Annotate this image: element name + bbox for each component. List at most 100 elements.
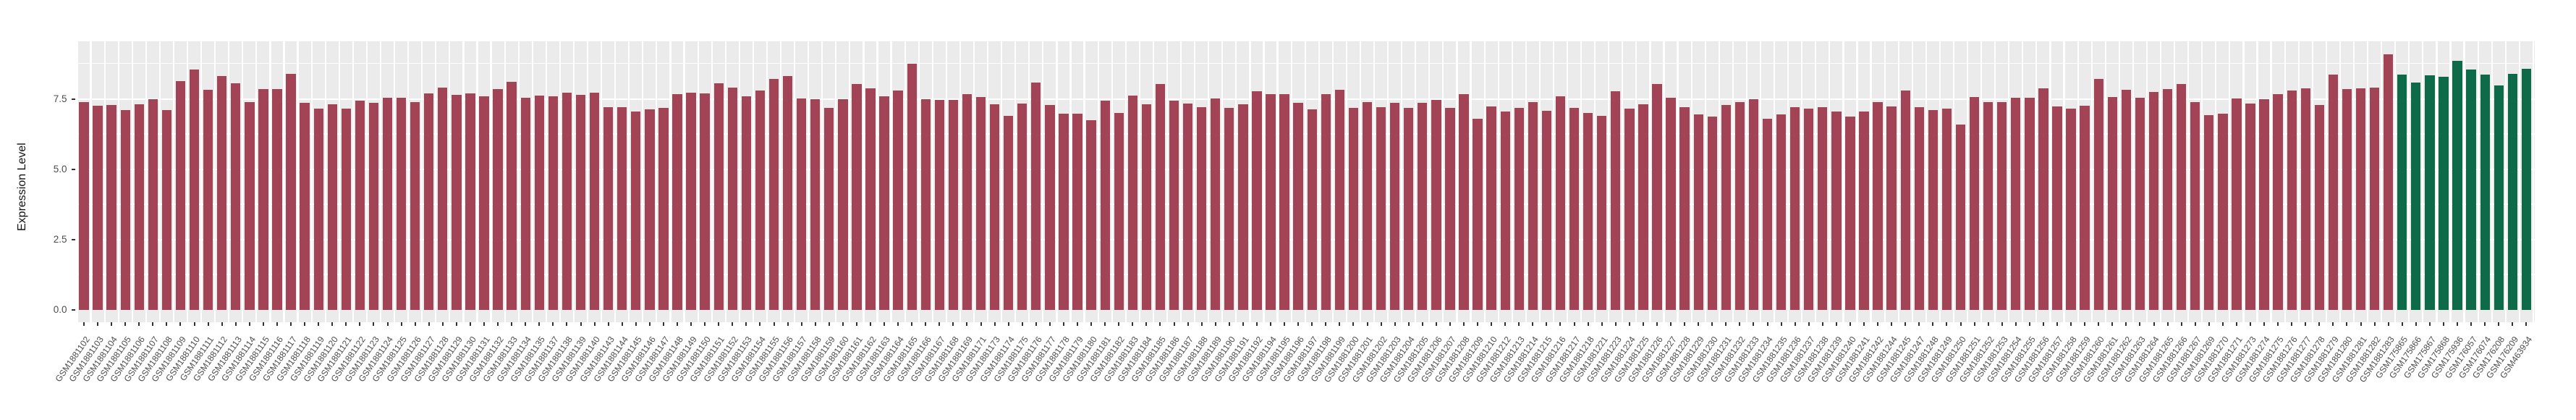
gridline-vertical bbox=[779, 41, 782, 322]
x-tick bbox=[538, 322, 541, 326]
x-tick bbox=[1048, 322, 1051, 326]
x-tick bbox=[1173, 322, 1175, 326]
x-tick bbox=[469, 322, 471, 326]
x-tick bbox=[1035, 322, 1037, 326]
gridline-horizontal bbox=[75, 238, 2535, 241]
gridline-vertical bbox=[421, 41, 423, 322]
gridline-vertical bbox=[1608, 41, 1610, 322]
bar-GSM1881109 bbox=[175, 81, 186, 310]
x-tick bbox=[1090, 322, 1093, 326]
bar-GSM1881103 bbox=[93, 105, 103, 310]
bar-GSM1881179 bbox=[1072, 113, 1082, 310]
x-tick bbox=[2428, 322, 2431, 326]
bar-GSM1881257 bbox=[2052, 106, 2062, 310]
gridline-vertical bbox=[2022, 41, 2024, 322]
bar-GSM1881129 bbox=[452, 94, 462, 310]
bar-GSM1881214 bbox=[1528, 101, 1538, 310]
gridline-vertical bbox=[449, 41, 451, 322]
x-tick bbox=[1077, 322, 1079, 326]
bar-GSM1881160 bbox=[838, 98, 848, 310]
x-tick bbox=[2235, 322, 2237, 326]
x-tick bbox=[1145, 322, 1148, 326]
x-tick bbox=[1656, 322, 1658, 326]
x-tick bbox=[152, 322, 154, 326]
gridline-vertical bbox=[656, 41, 658, 322]
bar-GSM1881249 bbox=[1941, 108, 1952, 310]
bar-GSM1881132 bbox=[493, 89, 503, 310]
x-tick bbox=[1200, 322, 1203, 326]
x-tick bbox=[276, 322, 278, 326]
bar-GSM1881130 bbox=[465, 93, 475, 310]
gridline-vertical bbox=[821, 41, 823, 322]
bar-GSM1881263 bbox=[2135, 98, 2145, 310]
x-tick bbox=[2014, 322, 2017, 326]
x-tick bbox=[1725, 322, 1727, 326]
y-tick-label: 7.5 bbox=[53, 93, 67, 104]
gridline-vertical bbox=[2325, 41, 2327, 322]
bar-GSM1881207 bbox=[1445, 108, 1455, 310]
gridline-vertical bbox=[310, 41, 313, 322]
bar-GSM1881152 bbox=[727, 88, 737, 310]
gridline-vertical bbox=[1069, 41, 1072, 322]
x-tick bbox=[732, 322, 734, 326]
x-tick bbox=[1366, 322, 1368, 326]
gridline-vertical bbox=[973, 41, 975, 322]
x-tick bbox=[1821, 322, 1823, 326]
x-tick bbox=[1339, 322, 1341, 326]
x-tick bbox=[566, 322, 568, 326]
gridline-vertical bbox=[2229, 41, 2231, 322]
bar-GSM1881242 bbox=[1873, 101, 1883, 310]
bar-GSM1881231 bbox=[1721, 105, 1731, 310]
bar-GSM1881258 bbox=[2066, 109, 2076, 310]
gridline-vertical bbox=[1083, 41, 1085, 322]
x-tick bbox=[1546, 322, 1548, 326]
gridline-vertical bbox=[2187, 41, 2190, 322]
bar-GSM1881247 bbox=[1914, 106, 1924, 310]
gridline-vertical bbox=[76, 41, 78, 322]
x-tick bbox=[1698, 322, 1700, 326]
bar-GSM1881197 bbox=[1307, 109, 1317, 310]
x-tick bbox=[842, 322, 844, 326]
y-tick-label: 0.0 bbox=[53, 304, 67, 315]
gridline-vertical bbox=[2132, 41, 2134, 322]
bar-GSM1881213 bbox=[1514, 108, 1524, 310]
bar-GSM1881278 bbox=[2314, 105, 2324, 310]
gridline-vertical bbox=[1042, 41, 1044, 322]
x-tick bbox=[1587, 322, 1589, 326]
gridline-vertical bbox=[1415, 41, 1417, 322]
gridline-vertical bbox=[614, 41, 617, 322]
x-tick bbox=[552, 322, 554, 326]
gridline-vertical bbox=[2394, 41, 2397, 322]
bar-GSM1881235 bbox=[1776, 114, 1787, 310]
x-tick bbox=[1062, 322, 1064, 326]
gridline-vertical bbox=[297, 41, 299, 322]
bar-GSM1881175 bbox=[1017, 103, 1028, 310]
gridline-vertical bbox=[228, 41, 230, 322]
y-tick-label: 5.0 bbox=[53, 163, 67, 175]
x-tick bbox=[1352, 322, 1355, 326]
gridline-vertical bbox=[794, 41, 796, 322]
gridline-vertical bbox=[1511, 41, 1513, 322]
gridline-vertical bbox=[1318, 41, 1320, 322]
bar-GSM1881140 bbox=[589, 93, 600, 310]
gridline-vertical bbox=[1897, 41, 1899, 322]
gridline-vertical bbox=[1290, 41, 1292, 322]
gridline-vertical bbox=[2491, 41, 2493, 322]
gridline-vertical bbox=[2449, 41, 2452, 322]
x-tick bbox=[1794, 322, 1796, 326]
bar-GSM1881190 bbox=[1224, 108, 1234, 310]
x-tick bbox=[773, 322, 775, 326]
gridline-vertical bbox=[407, 41, 410, 322]
x-tick bbox=[1187, 322, 1189, 326]
x-tick bbox=[345, 322, 347, 326]
gridline-vertical bbox=[1428, 41, 1431, 322]
gridline-vertical bbox=[1801, 41, 1803, 322]
bar-GSM1881233 bbox=[1748, 98, 1759, 310]
gridline-vertical bbox=[2436, 41, 2438, 322]
gridline-vertical bbox=[1179, 41, 1182, 322]
x-tick bbox=[718, 322, 720, 326]
gridline-vertical bbox=[476, 41, 478, 322]
bar-GSM1881232 bbox=[1734, 101, 1745, 310]
gridline-vertical bbox=[586, 41, 589, 322]
x-tick bbox=[1753, 322, 1755, 326]
